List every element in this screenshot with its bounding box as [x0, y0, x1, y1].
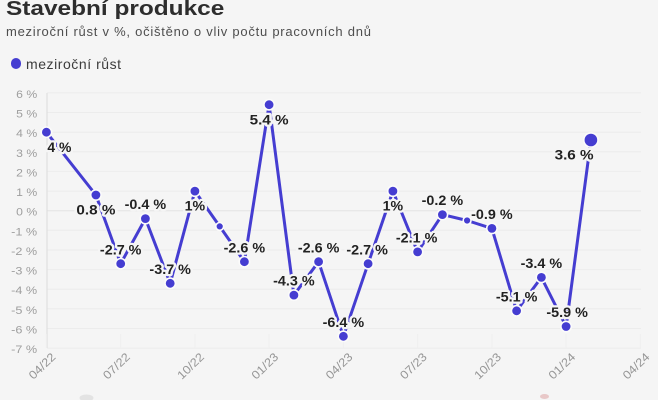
svg-text:5.4 %: 5.4 % — [250, 112, 289, 127]
svg-text:-6 %: -6 % — [11, 325, 37, 337]
svg-text:10/22: 10/22 — [175, 351, 207, 383]
svg-text:4 %: 4 % — [47, 140, 71, 155]
svg-text:-2.7 %: -2.7 % — [346, 242, 388, 257]
svg-text:1 %: 1 % — [16, 187, 37, 199]
svg-text:-3 %: -3 % — [11, 266, 37, 278]
svg-text:-0.4 %: -0.4 % — [125, 197, 167, 212]
svg-text:10/23: 10/23 — [472, 351, 504, 383]
svg-text:-6.4 %: -6.4 % — [323, 315, 365, 330]
svg-text:04/23: 04/23 — [323, 351, 355, 383]
svg-text:1%: 1% — [383, 199, 404, 214]
svg-text:-5.9 %: -5.9 % — [546, 305, 588, 320]
svg-text:5 %: 5 % — [16, 109, 37, 121]
svg-text:-2 %: -2 % — [11, 246, 37, 258]
svg-text:-3.7 %: -3.7 % — [149, 262, 191, 277]
svg-text:-2.6 %: -2.6 % — [298, 240, 340, 255]
svg-text:-4.3 %: -4.3 % — [273, 274, 315, 289]
svg-text:04/24: 04/24 — [620, 350, 652, 382]
svg-text:0.8 %: 0.8 % — [76, 203, 115, 218]
svg-text:-1 %: -1 % — [11, 226, 37, 238]
svg-text:-2.7 %: -2.7 % — [100, 242, 142, 257]
svg-text:2 %: 2 % — [16, 167, 37, 179]
svg-text:4 %: 4 % — [16, 128, 37, 140]
svg-text:-0.9 %: -0.9 % — [471, 207, 513, 222]
svg-text:0 %: 0 % — [16, 207, 37, 219]
svg-text:-4 %: -4 % — [11, 285, 37, 297]
svg-text:-5 %: -5 % — [11, 305, 37, 317]
svg-text:-5.1 %: -5.1 % — [496, 289, 538, 304]
svg-text:-3.4 %: -3.4 % — [521, 256, 563, 271]
svg-text:07/23: 07/23 — [398, 351, 430, 383]
svg-text:01/24: 01/24 — [546, 350, 578, 382]
svg-text:07/22: 07/22 — [101, 351, 133, 383]
svg-text:3 %: 3 % — [16, 148, 37, 160]
svg-text:6 %: 6 % — [16, 89, 37, 101]
svg-text:1%: 1% — [185, 199, 206, 214]
svg-text:-0.2 %: -0.2 % — [422, 193, 464, 208]
svg-text:3.6 %: 3.6 % — [555, 148, 594, 163]
svg-text:-7 %: -7 % — [11, 344, 37, 356]
svg-text:01/23: 01/23 — [249, 351, 281, 383]
svg-text:-2.1 %: -2.1 % — [396, 231, 438, 246]
svg-text:-2.6 %: -2.6 % — [224, 240, 266, 255]
